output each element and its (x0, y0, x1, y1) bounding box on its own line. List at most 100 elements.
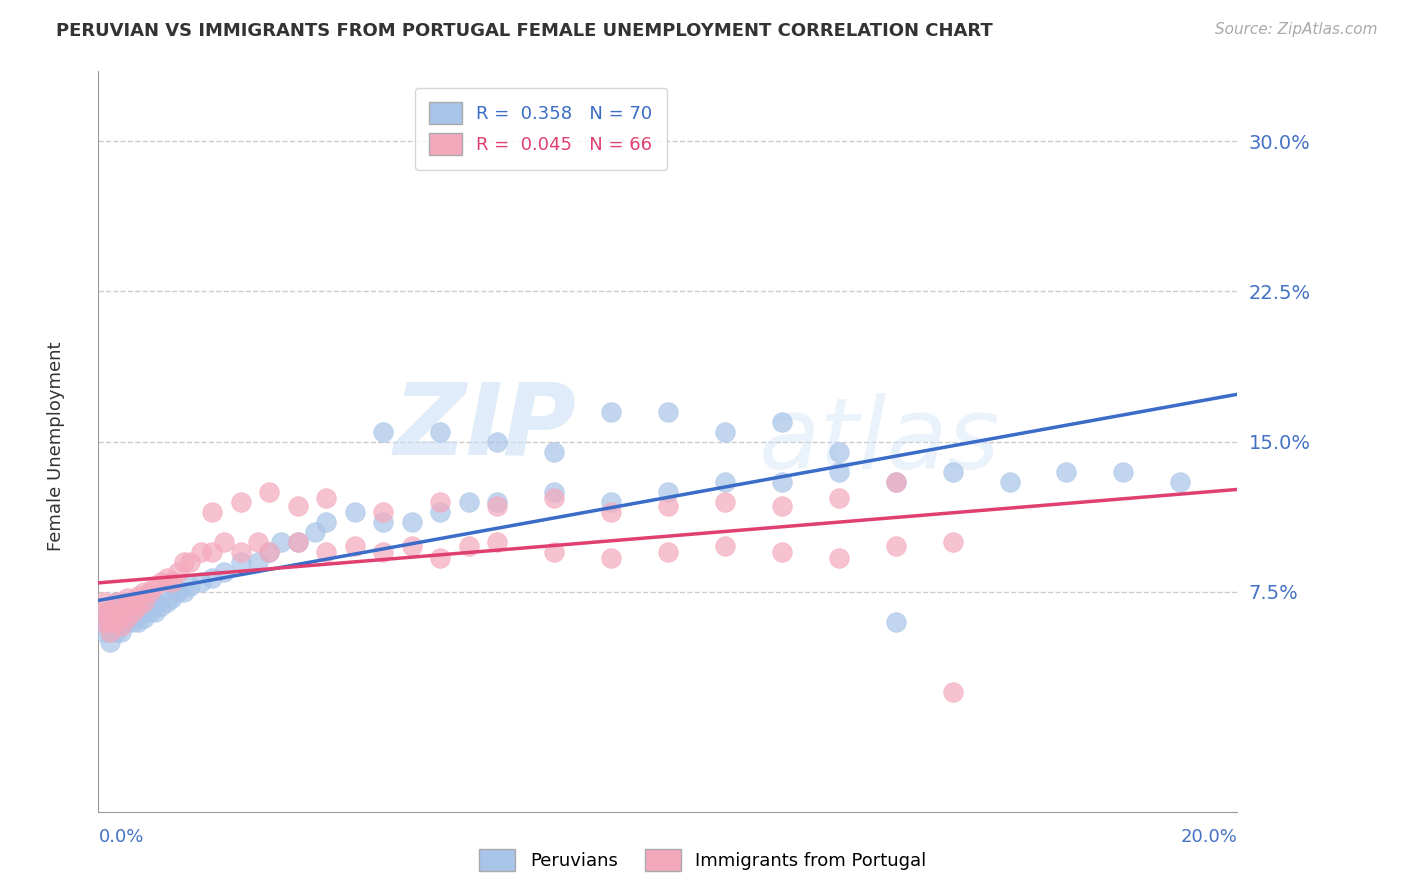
Point (270, 534, 292, 549)
Point (486, 499, 509, 513)
Point (486, 534, 509, 549)
Point (98, 615, 121, 629)
Point (145, 605, 167, 619)
Text: atlas: atlas (759, 393, 1001, 490)
Text: Female Unemployment: Female Unemployment (48, 342, 65, 550)
Point (104, 605, 127, 619)
Point (828, 465, 851, 479)
Point (115, 610, 138, 624)
Point (104, 594, 127, 608)
Point (429, 425, 451, 439)
Point (770, 475, 793, 489)
Point (110, 615, 132, 629)
Point (156, 594, 179, 608)
Point (1112, 465, 1135, 479)
Point (486, 494, 509, 508)
Point (138, 605, 160, 619)
Point (190, 574, 212, 589)
Point (115, 615, 138, 629)
Point (212, 534, 235, 549)
Point (132, 599, 155, 613)
Point (93, 615, 115, 629)
Text: PERUVIAN VS IMMIGRANTS FROM PORTUGAL FEMALE UNEMPLOYMENT CORRELATION CHART: PERUVIAN VS IMMIGRANTS FROM PORTUGAL FEM… (56, 22, 993, 40)
Point (287, 499, 309, 513)
Point (315, 491, 337, 505)
Point (104, 624, 127, 639)
Point (373, 425, 395, 439)
Point (304, 524, 326, 539)
Point (179, 555, 201, 569)
Point (121, 594, 143, 608)
Point (145, 579, 167, 593)
Point (229, 555, 252, 569)
Point (657, 544, 679, 558)
Point (115, 605, 138, 619)
Point (828, 491, 851, 505)
Point (543, 444, 565, 458)
Point (98, 634, 121, 648)
Text: 20.0%: 20.0% (1181, 828, 1237, 846)
Point (714, 539, 737, 553)
Point (132, 584, 155, 599)
Point (457, 494, 479, 508)
Point (1170, 475, 1192, 489)
Point (162, 591, 184, 605)
Point (93, 624, 115, 639)
Point (884, 475, 907, 489)
Point (212, 565, 235, 579)
Point (457, 539, 479, 553)
Point (287, 534, 309, 549)
Point (543, 491, 565, 505)
Point (486, 434, 509, 449)
Point (770, 415, 793, 429)
Point (127, 599, 149, 613)
Point (246, 534, 269, 549)
Point (93, 615, 115, 629)
Point (657, 484, 679, 499)
Point (1056, 465, 1078, 479)
Point (98, 615, 121, 629)
Point (110, 618, 132, 632)
Point (657, 499, 679, 513)
Point (600, 550, 623, 565)
Point (714, 494, 737, 508)
Point (315, 544, 337, 558)
Point (714, 475, 737, 489)
Point (110, 624, 132, 639)
Point (657, 404, 679, 418)
Point (942, 534, 965, 549)
Point (229, 494, 252, 508)
Point (884, 539, 907, 553)
Point (828, 550, 851, 565)
Point (828, 444, 851, 458)
Point (150, 599, 173, 613)
Point (884, 615, 907, 629)
Point (115, 599, 138, 613)
Point (138, 584, 160, 599)
Point (401, 539, 423, 553)
Point (401, 515, 423, 529)
Legend: Peruvians, Immigrants from Portugal: Peruvians, Immigrants from Portugal (472, 842, 934, 879)
Point (373, 515, 395, 529)
Point (259, 544, 281, 558)
Point (98, 624, 121, 639)
Point (373, 544, 395, 558)
Legend: R =  0.358   N = 70, R =  0.045   N = 66: R = 0.358 N = 70, R = 0.045 N = 66 (415, 87, 666, 169)
Point (429, 505, 451, 519)
Point (942, 684, 965, 698)
Point (343, 505, 366, 519)
Point (132, 610, 155, 624)
Point (127, 605, 149, 619)
Point (259, 544, 281, 558)
Point (162, 574, 184, 589)
Point (998, 475, 1021, 489)
Point (115, 594, 138, 608)
Point (287, 534, 309, 549)
Point (132, 594, 155, 608)
Point (104, 615, 127, 629)
Point (543, 484, 565, 499)
Point (429, 550, 451, 565)
Point (167, 565, 190, 579)
Point (104, 594, 127, 608)
Point (770, 499, 793, 513)
